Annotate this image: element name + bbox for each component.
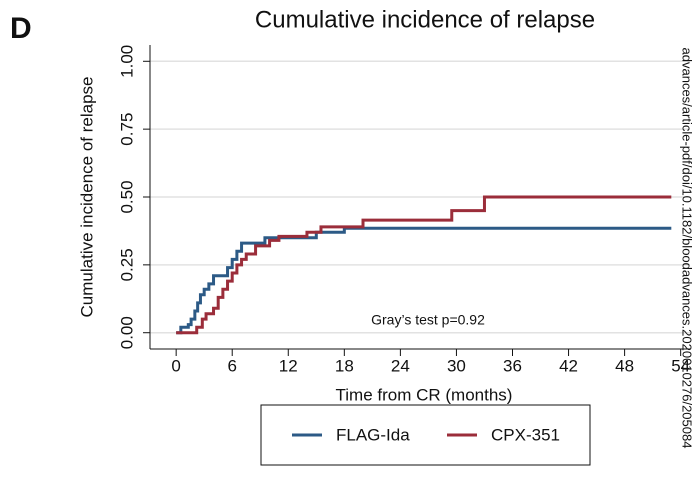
x-tick-label: 42 (559, 356, 578, 375)
y-tick-label: 0.25 (117, 248, 136, 281)
x-tick-label: 36 (503, 356, 522, 375)
y-axis-label: Cumulative incidence of relapse (77, 77, 96, 318)
chart-title: Cumulative incidence of relapse (255, 6, 595, 33)
x-tick-label: 48 (615, 356, 634, 375)
y-tick-label: 0.00 (117, 316, 136, 349)
x-tick-label: 54 (671, 356, 690, 375)
x-tick-label: 24 (391, 356, 410, 375)
y-tick-label: 0.75 (117, 113, 136, 146)
x-tick-label: 6 (227, 356, 236, 375)
panel-label: D (10, 12, 32, 45)
x-tick-label: 0 (171, 356, 180, 375)
x-tick-label: 12 (279, 356, 298, 375)
x-axis-label: Time from CR (months) (336, 385, 513, 404)
x-tick-label: 18 (335, 356, 354, 375)
y-tick-label: 0.50 (117, 180, 136, 213)
series-line (176, 226, 672, 335)
x-tick-label: 30 (447, 356, 466, 375)
legend-label: CPX-351 (491, 425, 560, 444)
y-tick-label: 1.00 (117, 45, 136, 78)
series-line (176, 195, 672, 335)
watermark: advances/article-pdf/doi/10.1182/bloodad… (680, 48, 695, 449)
legend-label: FLAG-Ida (336, 425, 410, 444)
annotation: Gray’s test p=0.92 (371, 312, 485, 328)
